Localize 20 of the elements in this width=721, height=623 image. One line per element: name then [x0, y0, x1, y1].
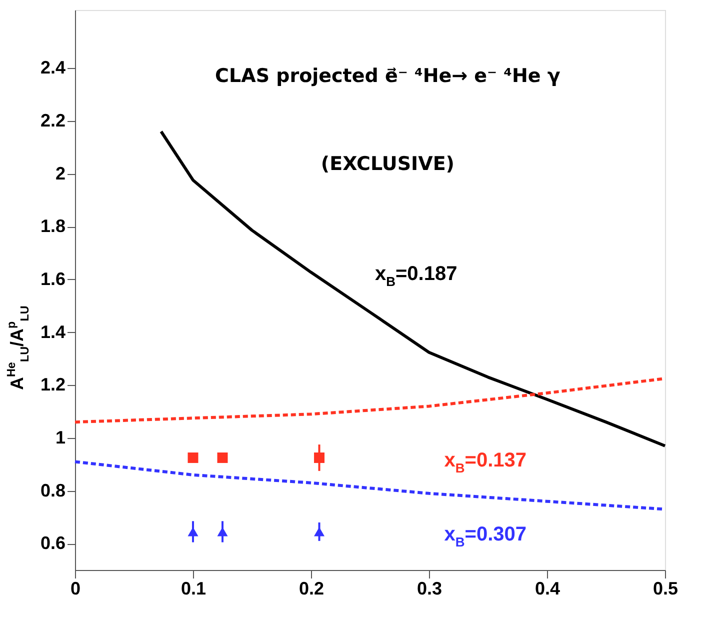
x-tick-label: 0.2 [298, 578, 324, 598]
x-tick-label: 0.4 [534, 578, 560, 598]
y-tick-label: 1.2 [40, 374, 66, 395]
y-tick-label: 2 [55, 163, 66, 184]
text: (EXCLUSIVE) [320, 153, 454, 175]
x-tick-label: 0.1 [180, 578, 206, 598]
y-tick-label: 0.8 [40, 480, 66, 500]
y-tick-label: 2.2 [40, 110, 66, 130]
y-tick-label: 1.8 [40, 216, 66, 236]
x-tick-label: 0.3 [416, 578, 442, 598]
line-series [160, 130, 666, 448]
y-tick-label: 1.6 [40, 268, 66, 289]
y-tick-label: 2.4 [40, 58, 66, 78]
y-tick-label: 1 [55, 427, 66, 448]
y-tick-label: 1.4 [40, 322, 66, 342]
x-tick-label: 0.5 [652, 578, 678, 598]
text: CLAS projected e⃗⁻ ⁴He→ e⁻ ⁴He γ [215, 65, 560, 87]
x-tick-label: 0 [70, 578, 81, 598]
y-tick-label: 0.6 [40, 533, 66, 554]
y-axis-title: AHeLU/ApLU [4, 306, 32, 390]
